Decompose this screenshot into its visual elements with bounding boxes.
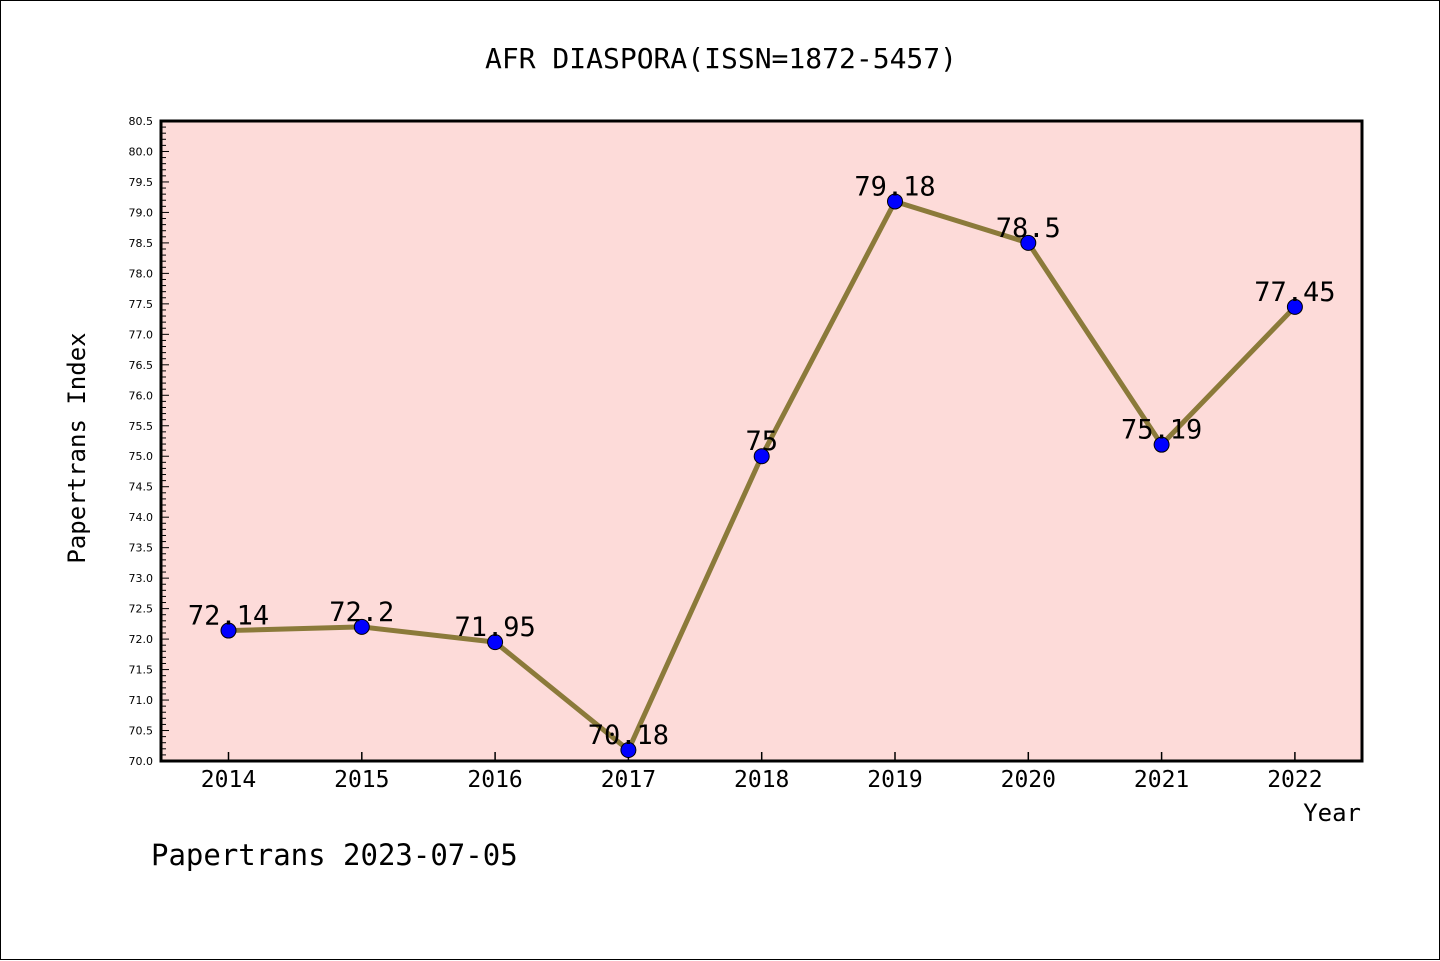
y-tick-label: 77.0	[129, 328, 154, 341]
data-label: 75	[745, 426, 778, 457]
y-axis-ticks: 70.0 70.5 71.0 71.5 72.0 72.5 73.0 73.5 74.0 74.5…	[129, 115, 169, 768]
y-tick-label: 71.5	[129, 664, 154, 677]
data-label: 79.18	[854, 171, 935, 202]
y-tick-label: 75.5	[129, 420, 154, 433]
x-tick-label: 2015	[334, 767, 389, 793]
x-tick-label: 2018	[734, 767, 789, 793]
data-label: 72.2	[329, 597, 394, 628]
y-tick-label: 80.5	[129, 115, 154, 128]
series-layer	[220, 193, 1303, 759]
y-tick-label: 74.5	[129, 481, 154, 494]
y-tick-label: 72.0	[129, 633, 154, 646]
y-tick-label: 70.5	[129, 725, 154, 738]
y-tick-label: 80.0	[129, 145, 154, 158]
y-tick-label: 76.5	[129, 359, 154, 372]
data-label: 71.95	[454, 612, 535, 643]
y-tick-label: 75.0	[129, 450, 154, 463]
data-label: 75.19	[1121, 415, 1202, 446]
data-label: 70.18	[588, 720, 669, 751]
data-point	[887, 193, 903, 210]
y-tick-label: 79.5	[129, 176, 154, 189]
y-tick-label: 74.0	[129, 511, 154, 524]
y-tick-label: 72.5	[129, 603, 154, 616]
y-tick-label: 70.0	[129, 755, 154, 768]
x-tick-label: 2016	[467, 767, 522, 793]
x-tick-label: 2020	[1001, 767, 1056, 793]
y-tick-label: 73.5	[129, 542, 154, 555]
y-tick-label: 78.5	[129, 237, 154, 250]
chart-title: AFR DIASPORA(ISSN=1872-5457)	[485, 42, 957, 75]
data-point	[620, 742, 637, 759]
plot-border	[159, 119, 1364, 763]
y-tick-label: 73.0	[129, 572, 154, 585]
footer-text: Papertrans 2023-07-05	[151, 838, 518, 872]
y-tick-label: 79.0	[129, 206, 154, 219]
y-tick-label: 78.0	[129, 267, 154, 280]
data-label: 77.45	[1254, 277, 1335, 308]
x-tick-label: 2014	[201, 767, 256, 793]
data-labels: 72.14 72.2 71.95 70.18 75 79.18 78.5 75.19 77.45	[188, 171, 1336, 751]
data-point	[1153, 436, 1170, 453]
y-tick-label: 77.5	[129, 298, 154, 311]
y-tick-label: 71.0	[129, 694, 154, 707]
x-tick-label: 2021	[1134, 767, 1189, 793]
data-label: 78.5	[996, 213, 1061, 244]
data-point	[1020, 234, 1037, 251]
data-point	[1286, 298, 1303, 315]
x-axis-label: Year	[1303, 799, 1361, 827]
x-tick-label: 2022	[1267, 767, 1322, 793]
y-tick-label: 76.0	[129, 389, 154, 402]
x-tick-label: 2019	[867, 767, 922, 793]
data-label: 72.14	[188, 601, 269, 632]
data-point	[487, 634, 504, 651]
x-tick-label: 2017	[601, 767, 656, 793]
data-point	[220, 622, 237, 639]
data-point	[753, 448, 770, 465]
y-axis-label: Papertrans Index	[63, 332, 91, 563]
data-point	[353, 618, 370, 635]
